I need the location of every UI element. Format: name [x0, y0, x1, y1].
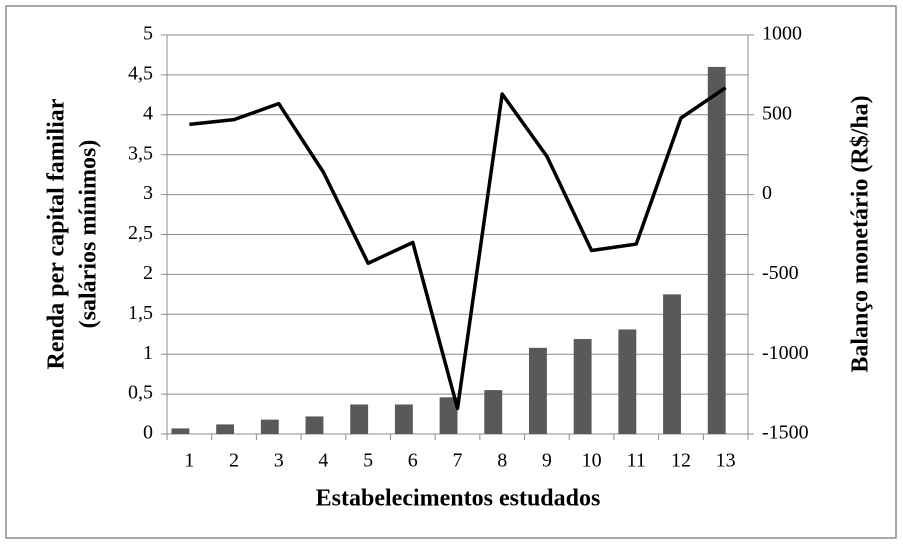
- y-axis-title: (salários mínimos): [76, 140, 102, 329]
- bar: [216, 424, 235, 434]
- y-tick-label: 0,5: [128, 382, 153, 404]
- y-tick-label: 1,5: [128, 302, 153, 324]
- y2-axis-title: Balanço monetário (R$/ha): [848, 95, 874, 372]
- bar: [484, 390, 503, 434]
- bar: [305, 416, 324, 434]
- y-tick-label: 5: [143, 23, 153, 45]
- y-tick-label: 4: [143, 102, 153, 124]
- y2-tick-label: -1000: [762, 342, 809, 364]
- x-tick-label: 13: [716, 450, 736, 472]
- x-tick-label: 7: [453, 450, 463, 472]
- x-tick-label: 8: [497, 450, 507, 472]
- y2-tick-label: 1000: [762, 23, 802, 45]
- x-tick-label: 3: [274, 450, 284, 472]
- x-tick-label: 10: [582, 450, 602, 472]
- line: [189, 86, 727, 411]
- x-tick-label: 12: [671, 450, 691, 472]
- bar: [529, 347, 547, 434]
- x-tick-label: 1: [184, 450, 194, 472]
- x-tick-label: 9: [542, 450, 552, 472]
- y2-tick-label: -500: [762, 262, 799, 284]
- y2-tick-label: 500: [762, 102, 792, 124]
- bar: [707, 66, 726, 435]
- bar: [618, 329, 637, 434]
- y-tick-label: 2,5: [128, 222, 153, 244]
- y-tick-label: 1: [143, 342, 153, 364]
- y-axis-title: Renda per capital familiar: [44, 98, 70, 369]
- x-tick-label: 2: [229, 450, 239, 472]
- x-tick-label: 11: [627, 450, 646, 472]
- y2-tick-label: -1500: [762, 422, 809, 444]
- y-tick-label: 0: [143, 422, 153, 444]
- y-tick-label: 4,5: [128, 62, 153, 84]
- bar: [350, 404, 369, 434]
- bar: [439, 397, 458, 434]
- y-tick-label: 2: [143, 262, 153, 284]
- x-axis-title: Estabelecimentos estudados: [316, 486, 601, 512]
- y2-tick-label: 0: [762, 182, 772, 204]
- bar: [663, 294, 681, 434]
- x-tick-label: 4: [318, 450, 328, 472]
- bar: [260, 419, 279, 434]
- bar: [573, 339, 592, 434]
- bar: [394, 404, 413, 434]
- x-tick-label: 5: [363, 450, 373, 472]
- y-tick-label: 3: [143, 182, 153, 204]
- x-tick-label: 6: [408, 450, 418, 472]
- bar: [171, 428, 190, 434]
- y-tick-label: 3,5: [128, 142, 153, 164]
